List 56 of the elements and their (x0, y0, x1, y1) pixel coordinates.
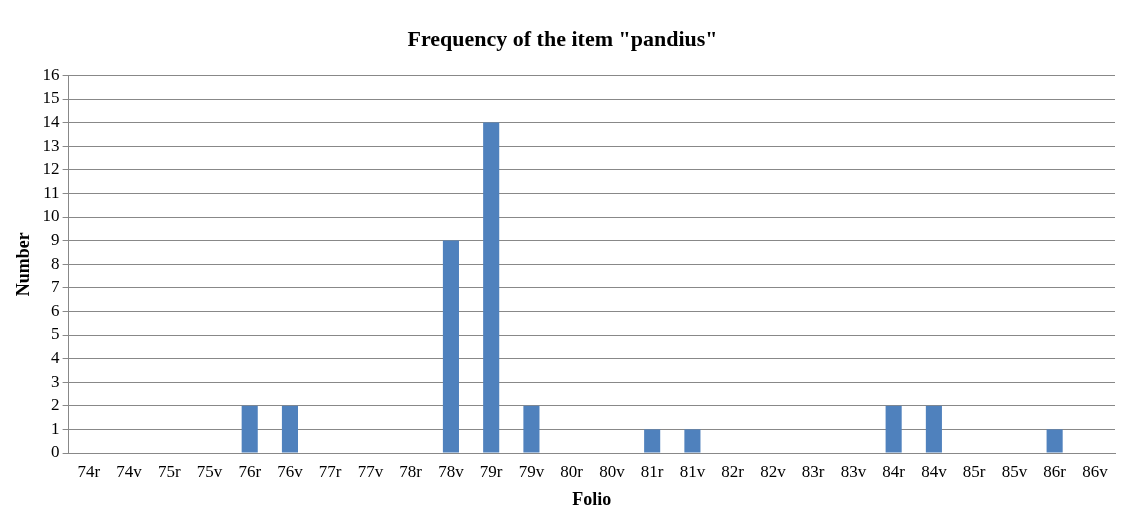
x-tick-label: 82v (760, 461, 787, 481)
y-tick-label: 15 (42, 88, 60, 108)
y-tick-label: 2 (51, 395, 60, 415)
y-tick-label: 12 (42, 159, 60, 179)
x-tick-label: 84r (882, 461, 906, 481)
y-tick-label: 16 (42, 64, 60, 84)
bar (885, 405, 902, 453)
x-tick-label: 77r (318, 461, 342, 481)
x-tick-label: 78v (438, 461, 465, 481)
bar (523, 405, 540, 453)
bar (483, 122, 500, 453)
x-axis-title: Folio (572, 488, 612, 509)
bar (281, 405, 298, 453)
bar (1046, 429, 1063, 453)
y-tick-label: 11 (43, 182, 60, 202)
x-tick-label: 80r (560, 461, 584, 481)
y-tick-label: 7 (51, 277, 61, 297)
x-tick-label: 76v (277, 461, 304, 481)
y-axis-title: Number (13, 232, 34, 297)
y-tick-label: 14 (42, 112, 61, 132)
x-tick-label: 80v (599, 461, 626, 481)
x-tick-label: 77v (357, 461, 384, 481)
x-tick-label: 85v (1001, 461, 1028, 481)
x-tick-label: 85r (962, 461, 986, 481)
x-tick-label: 83v (840, 461, 867, 481)
x-tick-label: 81r (640, 461, 664, 481)
y-tick-label: 0 (51, 442, 60, 462)
x-tick-label: 75r (157, 461, 181, 481)
bar (684, 429, 701, 453)
y-tick-label: 9 (51, 230, 60, 250)
x-tick-label: 81v (679, 461, 706, 481)
y-tick-label: 10 (42, 206, 60, 226)
x-tick-label: 76r (238, 461, 262, 481)
y-tick-label: 5 (51, 324, 60, 344)
bar (241, 405, 258, 453)
bar (925, 405, 942, 453)
y-tick-label: 3 (51, 371, 60, 391)
y-tick-label: 4 (51, 348, 61, 368)
x-tick-label: 82r (721, 461, 745, 481)
bar (644, 429, 661, 453)
y-tick-label: 13 (42, 135, 60, 155)
bar (442, 240, 459, 453)
y-tick-label: 1 (51, 418, 60, 438)
x-tick-label: 79r (479, 461, 503, 481)
x-tick-label: 75v (196, 461, 223, 481)
chart-title: Frequency of the item "pandius" (407, 25, 718, 51)
x-tick-label: 74v (116, 461, 143, 481)
y-tick-label: 8 (51, 253, 60, 273)
x-tick-label: 84v (921, 461, 948, 481)
x-tick-label: 78r (399, 461, 423, 481)
x-tick-label: 86v (1082, 461, 1109, 481)
x-tick-label: 79v (518, 461, 545, 481)
y-tick-label: 6 (51, 300, 60, 320)
x-tick-label: 74r (77, 461, 101, 481)
x-tick-label: 86r (1043, 461, 1067, 481)
x-tick-label: 83r (801, 461, 825, 481)
